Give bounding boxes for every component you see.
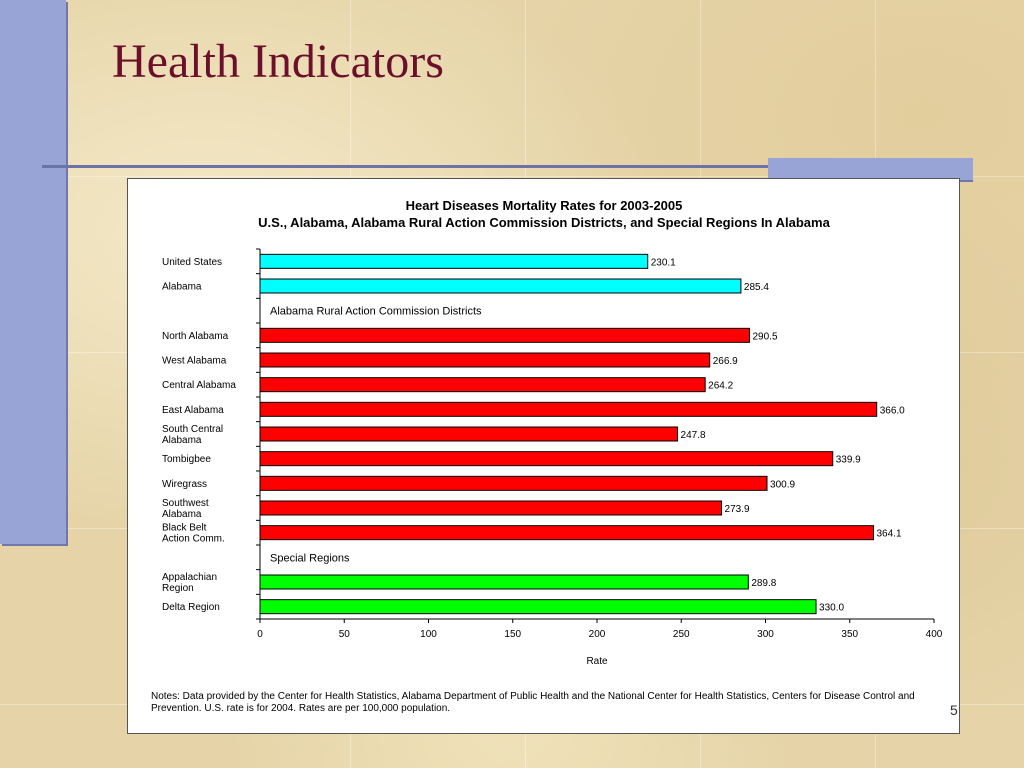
category-label: Region bbox=[162, 583, 194, 594]
group-heading: Special Regions bbox=[270, 552, 350, 564]
x-tick-label: 0 bbox=[257, 629, 263, 640]
bar-value-label: 366.0 bbox=[880, 405, 905, 416]
bar bbox=[259, 599, 817, 615]
category-label: Tombigbee bbox=[162, 454, 211, 465]
bar bbox=[259, 500, 723, 516]
group-heading: Alabama Rural Action Commission District… bbox=[270, 306, 482, 318]
slide-title: Health Indicators bbox=[112, 35, 444, 88]
bar-value-label: 300.9 bbox=[770, 479, 795, 490]
bar-value-label: 285.4 bbox=[744, 282, 769, 293]
bar bbox=[259, 327, 750, 343]
x-tick-label: 400 bbox=[926, 629, 943, 640]
bar-value-label: 230.1 bbox=[651, 257, 676, 268]
category-label: United States bbox=[162, 257, 222, 268]
x-tick-label: 50 bbox=[339, 629, 351, 640]
chart-title: Heart Diseases Mortality Rates for 2003-… bbox=[406, 198, 683, 213]
category-label: South Central bbox=[162, 424, 223, 435]
bar-value-label: 339.9 bbox=[836, 455, 861, 466]
category-label: Black Belt bbox=[162, 523, 207, 534]
x-tick-label: 200 bbox=[589, 629, 606, 640]
bar-value-label: 290.5 bbox=[752, 331, 777, 342]
category-label: Appalachian bbox=[162, 572, 217, 583]
background-grid-line bbox=[0, 176, 1024, 177]
bar bbox=[259, 401, 878, 417]
x-axis-label: Rate bbox=[586, 656, 608, 667]
bar-value-label: 364.1 bbox=[877, 529, 902, 540]
bar-value-label: 330.0 bbox=[819, 603, 844, 614]
bar bbox=[259, 352, 711, 368]
bars-layer: 230.1 United States 285.4 Alabama Alabama Ru… bbox=[162, 248, 943, 640]
category-label: Alabama bbox=[162, 435, 202, 446]
bar-value-label: 273.9 bbox=[725, 504, 750, 515]
category-label: East Alabama bbox=[162, 405, 224, 416]
bar-value-label: 289.8 bbox=[751, 578, 776, 589]
left-accent-bar bbox=[0, 0, 66, 544]
x-tick-label: 150 bbox=[504, 629, 521, 640]
chart-subtitle: U.S., Alabama, Alabama Rural Action Comm… bbox=[258, 215, 830, 230]
category-label: North Alabama bbox=[162, 331, 229, 342]
category-label: Alabama bbox=[162, 509, 202, 520]
chart-panel: Heart Diseases Mortality Rates for 2003-… bbox=[127, 178, 960, 734]
bar-value-label: 264.2 bbox=[708, 381, 733, 392]
bar bbox=[259, 278, 742, 294]
title-rule bbox=[42, 165, 972, 168]
bar-value-label: 266.9 bbox=[713, 356, 738, 367]
bar bbox=[259, 253, 649, 269]
category-label: West Alabama bbox=[162, 356, 227, 367]
slide-number: 5 bbox=[950, 702, 958, 718]
category-label: Alabama bbox=[162, 282, 202, 293]
x-tick-label: 100 bbox=[420, 629, 437, 640]
bar bbox=[259, 451, 834, 467]
category-label: Action Comm. bbox=[162, 534, 225, 545]
bar bbox=[259, 475, 768, 491]
bar-value-label: 247.8 bbox=[681, 430, 706, 441]
category-label: Southwest bbox=[162, 498, 209, 509]
x-tick-label: 350 bbox=[841, 629, 858, 640]
bar bbox=[259, 426, 679, 442]
chart-notes: Notes: Data provided by the Center for H… bbox=[151, 691, 915, 714]
bar bbox=[259, 377, 706, 393]
x-tick-label: 300 bbox=[757, 629, 774, 640]
bar bbox=[259, 574, 749, 590]
bar-chart: Heart Diseases Mortality Rates for 2003-… bbox=[162, 198, 943, 667]
bar bbox=[259, 525, 875, 541]
category-label: Wiregrass bbox=[162, 479, 207, 490]
x-tick-label: 250 bbox=[673, 629, 690, 640]
right-accent-block bbox=[768, 158, 973, 180]
category-label: Central Alabama bbox=[162, 380, 236, 391]
category-label: Delta Region bbox=[162, 602, 220, 613]
